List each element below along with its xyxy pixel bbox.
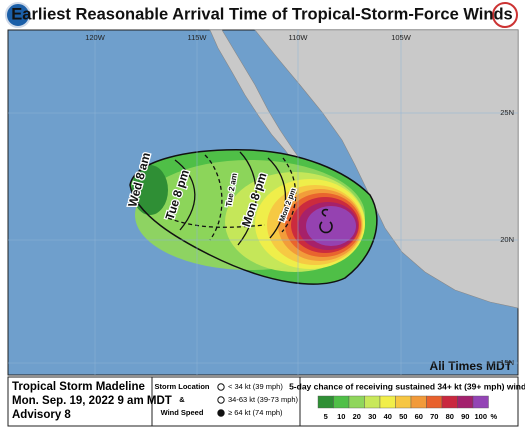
- color-swatch: [364, 395, 381, 409]
- level-label: 70: [430, 412, 438, 421]
- contour-line: [204, 154, 223, 241]
- probability-legend: 5 10 20 30 40 50 60 70 80 90 100%: [317, 395, 498, 421]
- level-label: 20: [353, 412, 361, 421]
- symbol-legend-item: ≥ 64 kt (74 mph): [228, 408, 283, 417]
- symbol-legend-item: 34-63 kt (39-73 mph): [228, 395, 299, 404]
- storm-symbol-key: [217, 396, 225, 404]
- symbol-legend-title: Wind Speed: [161, 408, 204, 417]
- nws-logo: [492, 2, 518, 28]
- color-swatch: [379, 395, 396, 409]
- color-swatch: [317, 395, 334, 409]
- symbol-legend-title: &: [179, 395, 185, 404]
- advisory-date: Mon. Sep. 19, 2022 9 am MDT: [12, 395, 172, 407]
- level-label: 5: [324, 412, 328, 421]
- longitude-label: 110W: [288, 33, 308, 42]
- longitude-label: 120W: [85, 33, 106, 42]
- mainland-mexico: [254, 29, 519, 309]
- probability-title: 5-day chance of receiving sustained 34+ …: [289, 381, 525, 391]
- noaa-logo: [5, 2, 31, 28]
- color-swatch: [348, 395, 365, 409]
- level-label: 80: [446, 412, 454, 421]
- storm-symbol-key: [217, 409, 225, 417]
- unit-label: %: [491, 412, 498, 421]
- contour-line: [267, 157, 287, 239]
- symbol-legend: Storm Location & Wind Speed < 34 kt (39 mph…: [154, 382, 298, 417]
- map: Wed 8 am Tue 8 pm Tue 2 am Mon 8 pm Mon 2 pm…: [7, 29, 519, 376]
- latitude-label: 25N: [500, 108, 514, 117]
- storm-symbol: [319, 208, 333, 234]
- level-label: 50: [399, 412, 407, 421]
- contours: [129, 149, 378, 285]
- title: Earliest Reasonable Arrival Time of Trop…: [11, 5, 512, 23]
- contour-line: [237, 151, 257, 246]
- latitude-label: 20N: [500, 235, 514, 244]
- longitude-label: 105W: [391, 33, 412, 42]
- color-swatch: [426, 395, 443, 409]
- color-swatch: [410, 395, 427, 409]
- storm-name: Tropical Storm Madeline: [12, 381, 145, 393]
- color-swatch: [333, 395, 350, 409]
- symbol-legend-title: Storm Location: [154, 382, 209, 391]
- contour-line: [174, 159, 196, 231]
- advisory-number: Advisory 8: [12, 409, 71, 421]
- contour-line: [167, 217, 266, 228]
- level-label: 10: [337, 412, 345, 421]
- level-label: 60: [415, 412, 423, 421]
- color-swatch: [457, 395, 474, 409]
- color-swatch: [395, 395, 412, 409]
- level-label: 100: [474, 412, 487, 421]
- level-label: 90: [461, 412, 469, 421]
- level-label: 40: [384, 412, 392, 421]
- swath-outline: [129, 149, 378, 285]
- level-label: 30: [368, 412, 376, 421]
- latitude-label: 15N: [500, 358, 514, 367]
- storm-symbol-key: [217, 383, 225, 391]
- times-note: All Times MDT: [430, 359, 513, 373]
- symbol-legend-item: < 34 kt (39 mph): [228, 382, 283, 391]
- longitude-label: 115W: [187, 33, 207, 42]
- color-swatch: [472, 395, 489, 409]
- contour-line: [281, 157, 297, 233]
- swath-layer: [306, 206, 356, 246]
- probability-swath: [130, 149, 377, 285]
- swath-layer: [132, 165, 168, 215]
- color-swatch: [441, 395, 458, 409]
